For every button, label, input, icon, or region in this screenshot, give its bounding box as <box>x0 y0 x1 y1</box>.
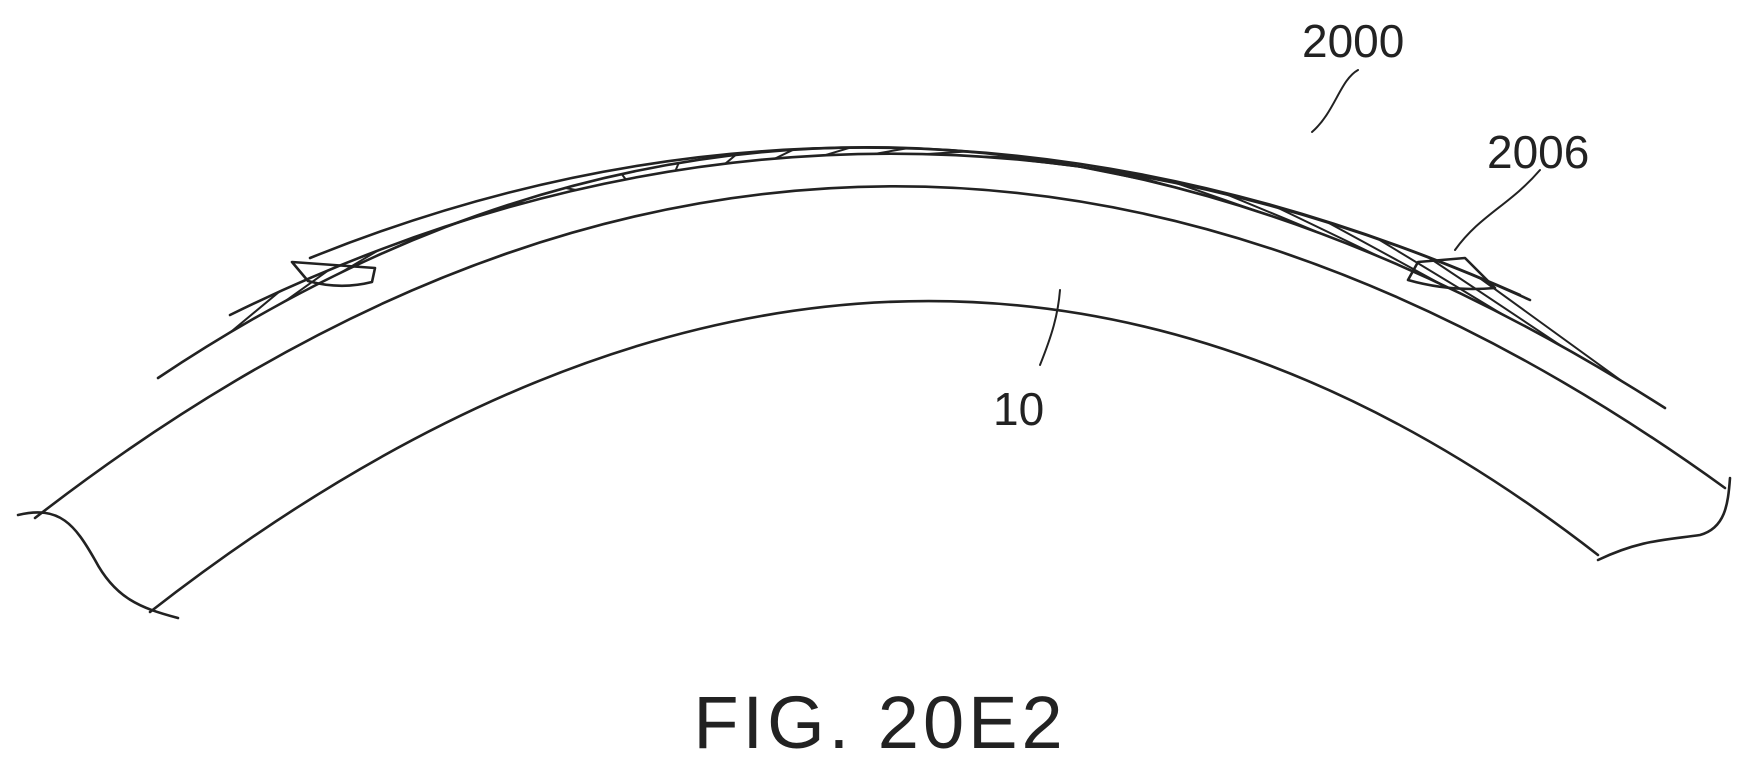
hatch-line <box>1226 194 1321 233</box>
cornea-outer-surface <box>35 186 1725 518</box>
label-2006: 2006 <box>1487 126 1589 178</box>
hatch-line <box>925 152 967 155</box>
leader-2000 <box>1312 70 1358 132</box>
left-anchor <box>292 262 375 286</box>
hatch-line <box>1429 258 1563 347</box>
cornea <box>18 186 1730 618</box>
implant-section-hatching <box>230 147 1623 382</box>
label-10: 10 <box>993 383 1044 435</box>
cornea-left-break-edge <box>18 512 178 618</box>
hatch-line <box>452 217 477 225</box>
hatch-line <box>565 188 576 190</box>
hatch-line <box>1277 207 1381 257</box>
cornea-right-break-edge <box>1598 478 1730 560</box>
hatch-line <box>1479 278 1623 382</box>
leader-10 <box>1040 290 1060 365</box>
label-2000: 2000 <box>1302 15 1404 67</box>
cornea-inner-surface <box>150 301 1598 612</box>
leader-2006 <box>1455 170 1540 250</box>
figure-caption: FIG. 20E2 <box>693 681 1066 764</box>
hatch-line <box>396 233 427 248</box>
